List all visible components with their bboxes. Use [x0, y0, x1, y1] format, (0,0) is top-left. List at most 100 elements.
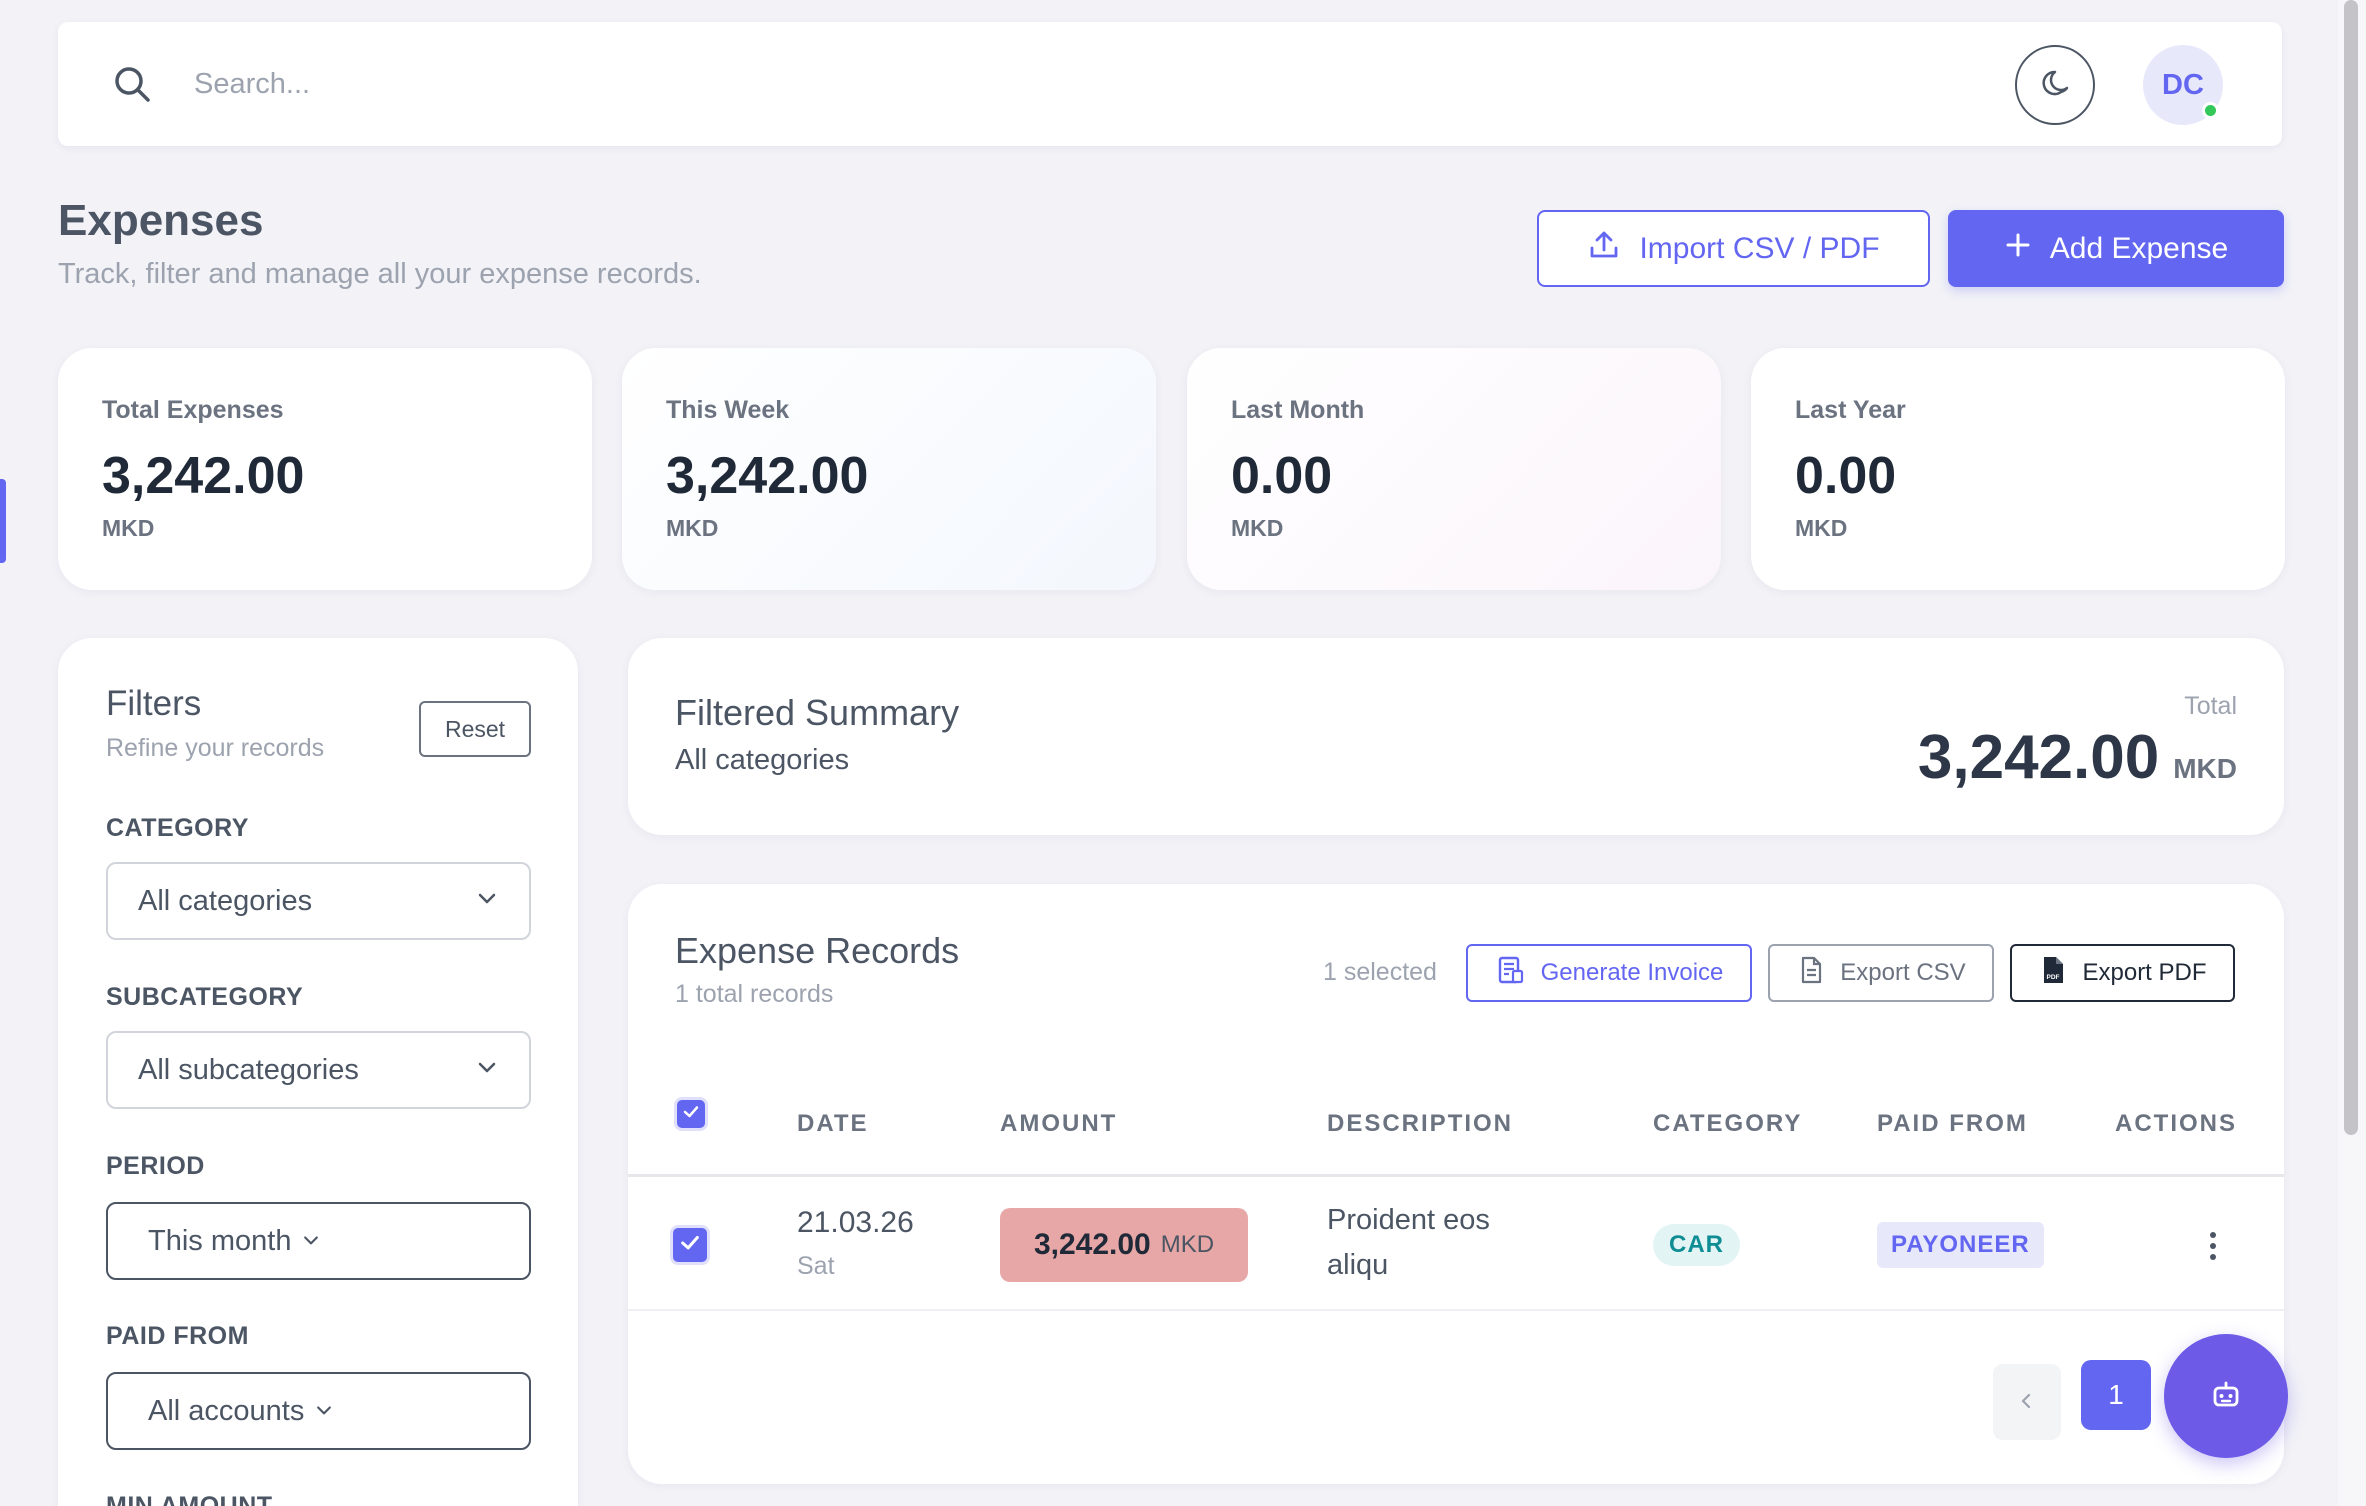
column-header-amount[interactable]: AMOUNT [1000, 1110, 1118, 1137]
filters-subtitle: Refine your records [106, 734, 325, 762]
import-button-label: Import CSV / PDF [1639, 231, 1880, 265]
paid-from-filter-label: PAID FROM [106, 1322, 249, 1350]
robot-icon [2206, 1375, 2246, 1418]
stat-value: 3,242.00 [666, 447, 869, 505]
file-icon [1796, 955, 1826, 992]
invoice-icon [1495, 954, 1527, 993]
plus-icon [2004, 231, 2032, 267]
period-select-value: This month [148, 1224, 292, 1257]
chevron-down-icon [314, 1395, 334, 1428]
import-csv-pdf-button[interactable]: Import CSV / PDF [1537, 210, 1930, 287]
search-input[interactable] [194, 56, 1894, 112]
top-bar: DC [58, 22, 2282, 146]
stat-label: Last Month [1231, 396, 1365, 424]
stat-value: 0.00 [1231, 447, 1333, 505]
column-header-description[interactable]: DESCRIPTION [1327, 1110, 1514, 1137]
stat-label: This Week [666, 396, 790, 424]
column-header-date[interactable]: DATE [797, 1110, 869, 1137]
row-weekday: Sat [797, 1252, 835, 1280]
row-divider [628, 1309, 2284, 1311]
paid-from-select[interactable]: All accounts [106, 1372, 531, 1450]
export-pdf-button[interactable]: PDF Export PDF [2010, 944, 2235, 1002]
moon-icon [2037, 66, 2073, 105]
stat-card-last-year: Last Year 0.00 MKD [1751, 348, 2285, 590]
stat-label: Last Year [1795, 396, 1906, 424]
column-header-category[interactable]: CATEGORY [1653, 1110, 1803, 1137]
category-select[interactable]: All categories [106, 862, 531, 940]
summary-total: 3,242.00 MKD [1918, 722, 2237, 793]
filters-title: Filters [106, 684, 202, 723]
summary-subtitle: All categories [675, 744, 850, 776]
add-expense-button[interactable]: Add Expense [1948, 210, 2284, 287]
row-amount-value: 3,242.00 [1033, 1228, 1151, 1261]
row-description: Proident eos aliqu [1327, 1204, 1490, 1281]
stat-currency: MKD [102, 515, 155, 541]
add-button-label: Add Expense [2049, 231, 2229, 265]
chevron-down-icon [475, 1054, 499, 1087]
stat-label: Total Expenses [102, 396, 284, 424]
filtered-summary-card: Filtered Summary All categories Total 3,… [628, 638, 2284, 835]
row-category-badge: CAR [1653, 1224, 1740, 1266]
table-header-divider [628, 1174, 2284, 1177]
records-title: Expense Records [675, 930, 960, 971]
theme-toggle-button[interactable] [2015, 45, 2095, 125]
stat-currency: MKD [1795, 515, 1848, 541]
pdf-file-icon: PDF [2038, 955, 2068, 992]
column-header-paid-from[interactable]: PAID FROM [1877, 1110, 2028, 1137]
stat-card-total-expenses: Total Expenses 3,242.00 MKD [58, 348, 592, 590]
filters-panel: Filters Refine your records Reset CATEGO… [58, 638, 578, 1506]
generate-invoice-button[interactable]: Generate Invoice [1466, 944, 1752, 1002]
min-amount-filter-label: MIN AMOUNT [106, 1492, 273, 1506]
scrollbar[interactable] [2338, 0, 2366, 1506]
page-title: Expenses [58, 196, 264, 245]
row-amount-pill: 3,242.00 MKD [1000, 1208, 1248, 1282]
stat-value: 0.00 [1795, 447, 1897, 505]
invoice-button-label: Generate Invoice [1540, 959, 1724, 986]
summary-total-label: Total [2184, 692, 2237, 720]
summary-title: Filtered Summary [675, 692, 960, 733]
row-actions-menu-icon[interactable] [2198, 1224, 2228, 1268]
subcategory-select-value: All subcategories [138, 1053, 359, 1086]
stat-card-this-week: This Week 3,242.00 MKD [622, 348, 1156, 590]
records-count: 1 total records [675, 980, 834, 1008]
column-header-actions: ACTIONS [2115, 1110, 2237, 1137]
pagination-page-button[interactable]: 1 [2081, 1360, 2151, 1430]
stat-value: 3,242.00 [102, 447, 305, 505]
reset-filters-button[interactable]: Reset [419, 701, 531, 757]
check-icon [682, 1103, 700, 1126]
expense-records-card: Expense Records 1 total records 1 select… [628, 884, 2284, 1484]
period-filter-label: PERIOD [106, 1152, 205, 1180]
row-paid-from-badge: PAYONEER [1877, 1222, 2044, 1268]
avatar-initials: DC [2162, 68, 2204, 101]
online-status-dot [2202, 102, 2219, 119]
subcategory-filter-label: SUBCATEGORY [106, 983, 304, 1011]
scrollbar-thumb[interactable] [2344, 0, 2358, 1135]
chevron-left-icon [2017, 1391, 2037, 1414]
chevron-down-icon [301, 1225, 321, 1258]
sidebar-accent-indicator [0, 479, 6, 563]
avatar[interactable]: DC [2143, 45, 2223, 125]
row-amount-currency: MKD [1160, 1231, 1215, 1258]
upload-icon [1587, 228, 1621, 270]
row-checkbox[interactable] [673, 1228, 707, 1262]
stat-currency: MKD [1231, 515, 1284, 541]
summary-total-currency: MKD [2173, 753, 2237, 784]
chevron-down-icon [475, 885, 499, 918]
paid-from-select-value: All accounts [148, 1394, 305, 1427]
stat-currency: MKD [666, 515, 719, 541]
svg-text:PDF: PDF [2047, 974, 2060, 981]
select-all-checkbox[interactable] [677, 1100, 705, 1128]
pagination-prev-button[interactable] [1993, 1364, 2061, 1440]
period-select[interactable]: This month [106, 1202, 531, 1280]
export-pdf-label: Export PDF [2082, 959, 2207, 986]
stat-card-last-month: Last Month 0.00 MKD [1187, 348, 1721, 590]
summary-total-value: 3,242.00 [1917, 723, 2160, 792]
search-icon [108, 60, 158, 110]
export-csv-button[interactable]: Export CSV [1768, 944, 1994, 1002]
subcategory-select[interactable]: All subcategories [106, 1031, 531, 1109]
assistant-chat-button[interactable] [2164, 1334, 2288, 1458]
category-filter-label: CATEGORY [106, 814, 249, 842]
selected-count: 1 selected [1323, 958, 1437, 986]
check-icon [679, 1232, 701, 1259]
